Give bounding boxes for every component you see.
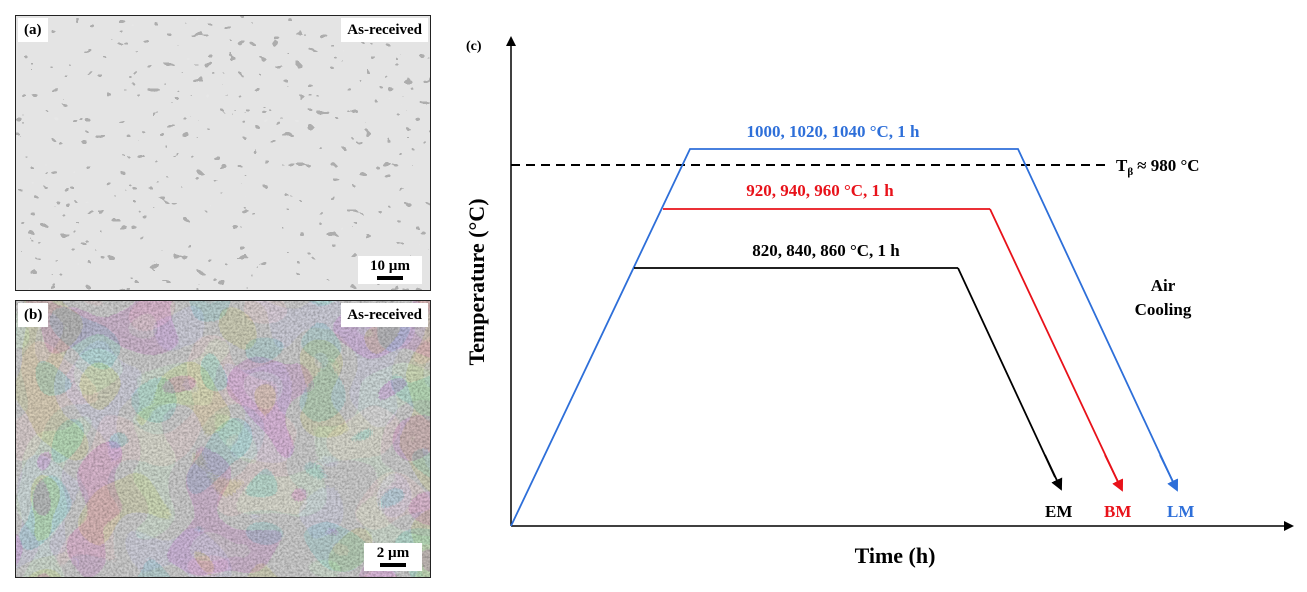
schedule-lm-arrow: [1159, 454, 1179, 492]
cooling-label-line1: Air: [1151, 276, 1176, 295]
micrograph-panel-a: (a) As-received 10 µm: [15, 15, 431, 291]
scale-bar-b-line: [380, 563, 406, 567]
beta-transus-label: Tβ ≈ 980 °C: [1116, 156, 1200, 178]
panel-a-condition: As-received: [341, 18, 428, 42]
cooling-label-line2: Cooling: [1135, 300, 1192, 319]
schedule-em-arrow: [1044, 454, 1063, 491]
y-axis-title: Temperature (°C): [464, 198, 489, 365]
scale-bar-b: 2 µm: [364, 543, 422, 571]
schedule-em-cool: [957, 267, 1056, 478]
scale-bar-b-text: 2 µm: [376, 545, 410, 561]
scale-bar-a-line: [377, 276, 403, 280]
schedule-lm-line: [510, 148, 1174, 527]
panel-a-label: (a): [18, 18, 48, 42]
micrograph-a-image: [16, 16, 430, 290]
schedule-lm-end-label: LM: [1167, 502, 1194, 521]
schedule-bm-cool: [989, 208, 1119, 483]
schedule-lm-label: 1000, 1020, 1040 °C, 1 h: [746, 122, 920, 141]
scale-bar-a: 10 µm: [358, 256, 422, 284]
micrograph-b-image: [16, 301, 430, 577]
schedule-bm-end-label: BM: [1104, 502, 1131, 521]
panel-b-label: (b): [18, 303, 49, 327]
schedule-em-end-label: EM: [1045, 502, 1072, 521]
schedule-em-label: 820, 840, 860 °C, 1 h: [752, 241, 900, 260]
schedule-bm-arrow: [1104, 454, 1124, 492]
micrograph-panel-b: (b) As-received 2 µm: [15, 300, 431, 578]
x-axis-title: Time (h): [855, 543, 936, 568]
scale-bar-a-text: 10 µm: [370, 258, 410, 274]
panel-c-label: (c): [466, 39, 482, 54]
schedule-bm-label: 920, 940, 960 °C, 1 h: [746, 181, 894, 200]
panel-b-condition: As-received: [341, 303, 428, 327]
